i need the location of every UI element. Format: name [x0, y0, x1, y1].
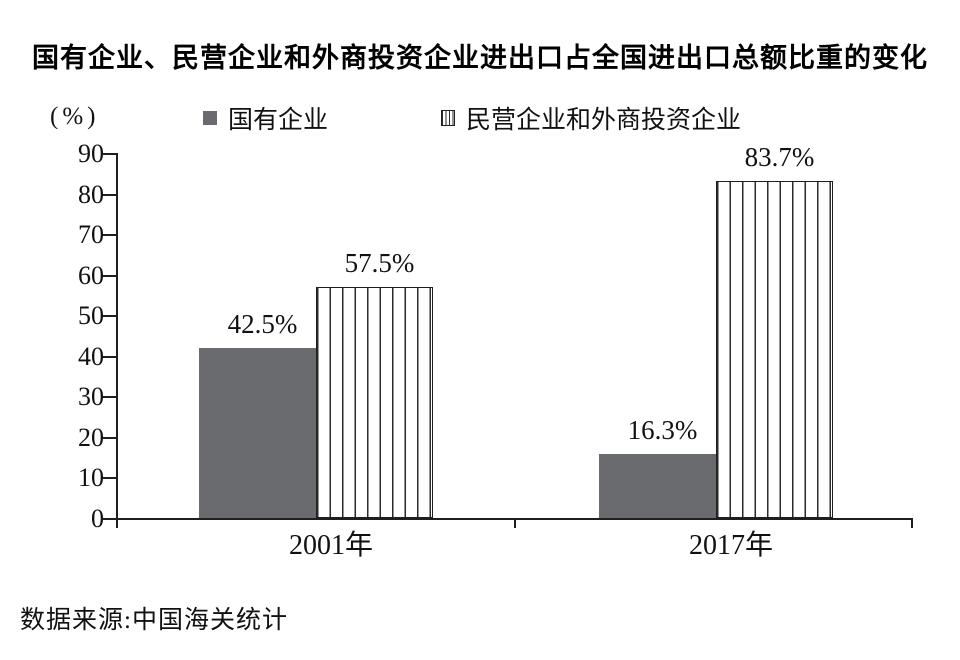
y-axis-tick-label: 20: [78, 422, 104, 452]
y-axis-tick-label: 40: [78, 341, 104, 371]
y-axis-tick-label: 50: [78, 301, 104, 331]
y-axis-tick: [103, 355, 116, 358]
y-axis-tick: [103, 436, 116, 439]
y-axis-tick: [103, 518, 116, 520]
bar-solid: [599, 453, 716, 518]
bar-value-label: 16.3%: [627, 414, 698, 445]
y-axis-tick: [103, 193, 116, 196]
y-axis-unit-label: (%): [50, 103, 100, 130]
x-axis-tick: [911, 520, 913, 528]
legend-label: 国有企业: [228, 107, 329, 134]
y-axis-line: [116, 153, 118, 528]
y-axis-tick-label: 30: [78, 382, 104, 412]
y-axis-tick-label: 0: [91, 504, 104, 533]
x-axis-line: [103, 518, 913, 520]
y-axis-tick: [103, 274, 116, 277]
y-axis-tick-label: 10: [78, 463, 104, 493]
legend-item-state-owned: 国有企业: [203, 103, 329, 134]
x-axis-tick: [514, 520, 516, 528]
y-axis-tick-label: 90: [78, 139, 104, 168]
chart-title: 国有企业、民营企业和外商投资企业进出口占全国进出口总额比重的变化: [32, 43, 928, 73]
bar-solid: [199, 347, 316, 518]
y-axis-tick-label: 70: [78, 220, 104, 250]
bar-striped: [316, 286, 433, 518]
y-axis-tick: [103, 315, 116, 318]
legend-label: 民营企业和外商投资企业: [466, 107, 742, 134]
y-axis-tick: [103, 153, 116, 155]
x-axis-category-label: 2001年: [288, 530, 373, 561]
bar-value-label: 42.5%: [227, 308, 298, 339]
y-axis-tick-label: 80: [78, 179, 104, 209]
data-source-note: 数据来源:中国海关统计: [20, 607, 288, 634]
bar-striped: [716, 180, 833, 518]
bar-value-label: 83.7%: [744, 141, 815, 172]
y-axis-tick-label: 60: [78, 260, 104, 290]
x-axis-category-label: 2017年: [688, 530, 773, 561]
y-axis-tick: [103, 477, 116, 480]
striped-swatch-icon: [441, 110, 455, 126]
y-axis-tick: [103, 234, 116, 237]
solid-swatch-icon: [203, 111, 217, 125]
bar-value-label: 57.5%: [344, 247, 415, 278]
y-axis-tick: [103, 396, 116, 399]
legend-item-private-foreign: 民营企业和外商投资企业: [441, 103, 742, 134]
